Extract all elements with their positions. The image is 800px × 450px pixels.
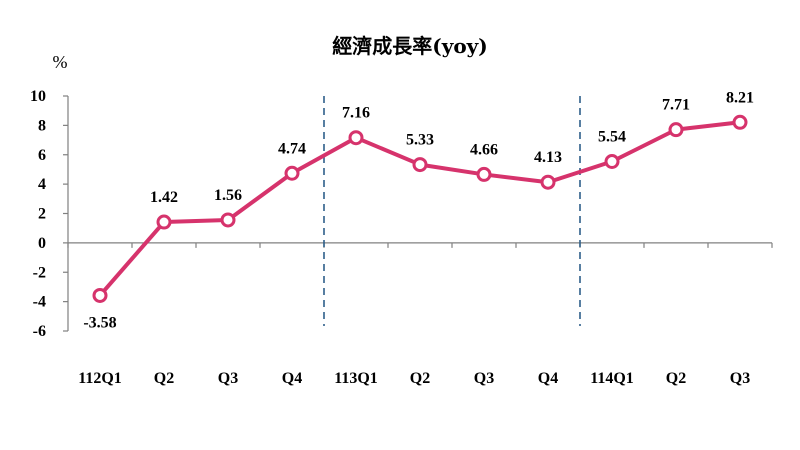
x-tick-label: 113Q1 <box>334 370 378 387</box>
y-tick-label: 0 <box>38 235 46 252</box>
x-tick-label: Q2 <box>154 370 174 387</box>
x-tick-label: Q3 <box>218 370 238 387</box>
y-tick-label: 6 <box>38 147 46 164</box>
data-label: 4.13 <box>534 149 562 166</box>
y-axis: 10 8 6 4 2 0 -2 -4 -6 <box>30 88 69 340</box>
y-tick-label: -2 <box>33 264 46 281</box>
data-label: 5.54 <box>598 129 626 146</box>
data-point <box>156 214 172 230</box>
data-point <box>412 157 428 173</box>
data-point <box>604 154 620 170</box>
data-label: 1.42 <box>150 189 178 206</box>
data-point <box>92 287 108 303</box>
data-label: 4.66 <box>470 141 498 158</box>
x-tick-label: Q4 <box>282 370 302 387</box>
chart-title: 經濟成長率(yoy) <box>332 34 488 58</box>
x-tick-label: Q2 <box>666 370 686 387</box>
x-tick-label: Q3 <box>474 370 494 387</box>
x-tick-label: 114Q1 <box>590 370 634 387</box>
data-label: 1.56 <box>214 187 242 204</box>
data-label: 4.74 <box>278 140 306 157</box>
y-tick-label: 10 <box>30 88 46 105</box>
data-label: -3.58 <box>83 314 116 331</box>
y-tick-label: 4 <box>38 176 46 193</box>
y-tick-label: -4 <box>33 294 46 311</box>
y-tick-label: 8 <box>38 117 46 134</box>
x-axis: 112Q1 Q2 Q3 Q4 113Q1 Q2 Q3 Q4 114Q1 Q2 Q3 <box>67 242 773 387</box>
series-growth-rate <box>92 114 748 303</box>
y-tick-label: 2 <box>38 206 46 223</box>
x-tick-label: Q3 <box>730 370 750 387</box>
x-tick-label: Q2 <box>410 370 430 387</box>
data-point <box>540 174 556 190</box>
x-tick-label: 112Q1 <box>78 370 122 387</box>
data-point <box>348 130 364 146</box>
data-labels: -3.58 1.42 1.56 4.74 7.16 5.33 4.66 4.13 5.54 7.7… <box>83 89 754 331</box>
data-label: 7.16 <box>342 105 370 122</box>
data-label: 8.21 <box>726 89 754 106</box>
data-point <box>668 122 684 138</box>
y-tick-label: -6 <box>33 323 46 340</box>
y-axis-unit-label: % <box>53 52 68 72</box>
data-point <box>220 212 236 228</box>
x-tick-label: Q4 <box>538 370 558 387</box>
data-point <box>476 166 492 182</box>
data-label: 5.33 <box>406 132 434 149</box>
data-point <box>732 114 748 130</box>
data-point <box>284 165 300 181</box>
year-separators <box>323 96 581 326</box>
data-label: 7.71 <box>662 97 690 114</box>
